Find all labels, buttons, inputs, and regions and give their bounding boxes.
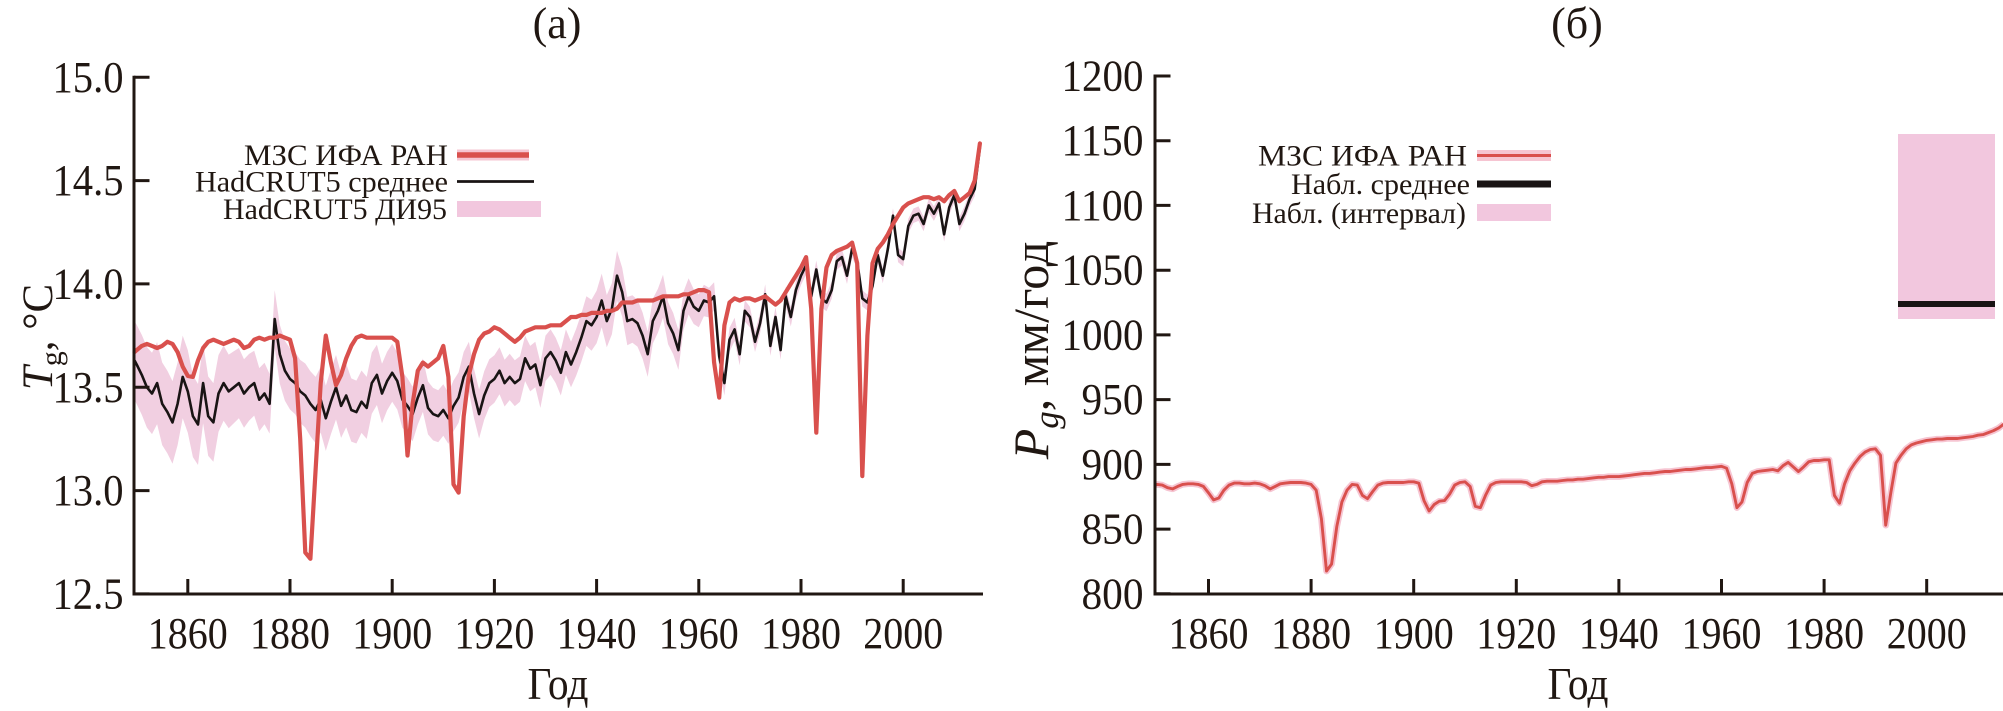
svg-text:Набл. среднее: Набл. среднее — [1291, 168, 1470, 201]
svg-text:13.5: 13.5 — [53, 362, 124, 412]
svg-text:1940: 1940 — [1579, 608, 1659, 658]
svg-text:12.5: 12.5 — [53, 568, 124, 618]
svg-text:1940: 1940 — [557, 608, 637, 658]
svg-text:(б): (б) — [1551, 0, 1603, 48]
svg-text:1880: 1880 — [1271, 608, 1351, 658]
svg-text:950: 950 — [1082, 374, 1144, 424]
svg-text:2000: 2000 — [863, 608, 943, 658]
svg-text:1960: 1960 — [659, 608, 739, 658]
svg-text:1100: 1100 — [1062, 180, 1144, 230]
svg-text:850: 850 — [1082, 504, 1144, 554]
svg-text:1900: 1900 — [1374, 608, 1454, 658]
svg-text:1920: 1920 — [1476, 608, 1556, 658]
svg-text:Год: Год — [528, 659, 589, 709]
svg-text:МЗС ИФА РАН: МЗС ИФА РАН — [244, 139, 448, 172]
svg-text:14.5: 14.5 — [53, 155, 124, 205]
svg-text:1880: 1880 — [250, 608, 330, 658]
svg-text:Набл. (интервал): Набл. (интервал) — [1252, 197, 1466, 230]
svg-text:HadCRUT5 среднее: HadCRUT5 среднее — [195, 165, 448, 198]
svg-text:Pg, мм/год: Pg, мм/год — [1003, 241, 1066, 460]
svg-text:HadCRUT5 ДИ95: HadCRUT5 ДИ95 — [223, 193, 447, 226]
svg-text:Год: Год — [1548, 659, 1609, 709]
svg-text:13.0: 13.0 — [53, 465, 124, 515]
svg-text:1980: 1980 — [761, 608, 841, 658]
svg-text:15.0: 15.0 — [53, 52, 124, 102]
svg-text:14.0: 14.0 — [53, 258, 124, 308]
svg-text:1000: 1000 — [1062, 309, 1144, 359]
svg-text:1960: 1960 — [1682, 608, 1762, 658]
svg-text:Tg, °C: Tg, °C — [15, 284, 68, 390]
svg-text:1050: 1050 — [1062, 245, 1144, 295]
svg-text:1860: 1860 — [1169, 608, 1249, 658]
svg-text:1920: 1920 — [454, 608, 534, 658]
svg-text:1900: 1900 — [352, 608, 432, 658]
svg-text:МЗС ИФА РАН: МЗС ИФА РАН — [1258, 140, 1467, 173]
svg-text:2000: 2000 — [1887, 608, 1967, 658]
svg-text:1200: 1200 — [1062, 51, 1144, 101]
svg-text:800: 800 — [1082, 568, 1144, 618]
svg-text:1980: 1980 — [1784, 608, 1864, 658]
svg-text:(а): (а) — [533, 0, 582, 48]
svg-text:1860: 1860 — [148, 608, 228, 658]
svg-text:900: 900 — [1082, 439, 1144, 489]
svg-text:1150: 1150 — [1062, 115, 1144, 165]
